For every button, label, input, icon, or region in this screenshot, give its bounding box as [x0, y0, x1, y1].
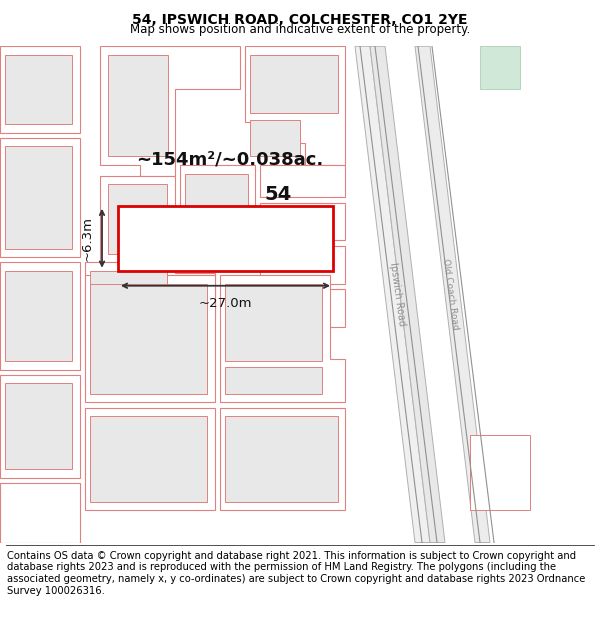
- Polygon shape: [260, 246, 345, 284]
- Polygon shape: [90, 271, 167, 329]
- Polygon shape: [100, 46, 240, 176]
- Text: ~27.0m: ~27.0m: [199, 296, 252, 309]
- Polygon shape: [108, 55, 168, 156]
- Polygon shape: [0, 46, 80, 132]
- Polygon shape: [0, 375, 80, 478]
- Polygon shape: [85, 408, 215, 510]
- Polygon shape: [480, 46, 520, 89]
- Polygon shape: [90, 284, 207, 394]
- Polygon shape: [260, 165, 345, 198]
- Polygon shape: [100, 176, 175, 262]
- Text: 54, IPSWICH ROAD, COLCHESTER, CO1 2YE: 54, IPSWICH ROAD, COLCHESTER, CO1 2YE: [132, 13, 468, 27]
- Polygon shape: [90, 416, 207, 501]
- Polygon shape: [220, 275, 345, 402]
- Text: ~6.3m: ~6.3m: [81, 216, 94, 261]
- Polygon shape: [355, 46, 430, 542]
- Text: Ipswich Road: Ipswich Road: [388, 262, 406, 327]
- Polygon shape: [5, 383, 72, 469]
- Polygon shape: [5, 271, 72, 361]
- Text: Contains OS data © Crown copyright and database right 2021. This information is : Contains OS data © Crown copyright and d…: [7, 551, 586, 596]
- Polygon shape: [108, 184, 167, 254]
- Text: ~154m²/~0.038ac.: ~154m²/~0.038ac.: [136, 151, 323, 169]
- Text: 54: 54: [265, 185, 292, 204]
- Polygon shape: [5, 55, 72, 124]
- Text: Map shows position and indicative extent of the property.: Map shows position and indicative extent…: [130, 23, 470, 36]
- Polygon shape: [0, 262, 80, 370]
- Polygon shape: [415, 46, 490, 542]
- Polygon shape: [180, 165, 255, 262]
- Polygon shape: [85, 275, 215, 402]
- Polygon shape: [140, 214, 285, 264]
- Text: Old Coach Road: Old Coach Road: [440, 258, 460, 331]
- Polygon shape: [250, 55, 338, 113]
- Polygon shape: [85, 262, 215, 338]
- Polygon shape: [185, 174, 248, 254]
- Polygon shape: [225, 416, 338, 501]
- Polygon shape: [245, 46, 345, 165]
- Polygon shape: [370, 46, 445, 542]
- Polygon shape: [260, 289, 345, 327]
- Polygon shape: [225, 367, 322, 394]
- Polygon shape: [0, 138, 80, 257]
- Polygon shape: [225, 284, 322, 361]
- Polygon shape: [250, 119, 300, 156]
- Polygon shape: [260, 202, 345, 241]
- Polygon shape: [118, 206, 333, 271]
- Polygon shape: [470, 434, 530, 510]
- Polygon shape: [5, 146, 72, 249]
- Polygon shape: [0, 483, 80, 542]
- Polygon shape: [220, 408, 345, 510]
